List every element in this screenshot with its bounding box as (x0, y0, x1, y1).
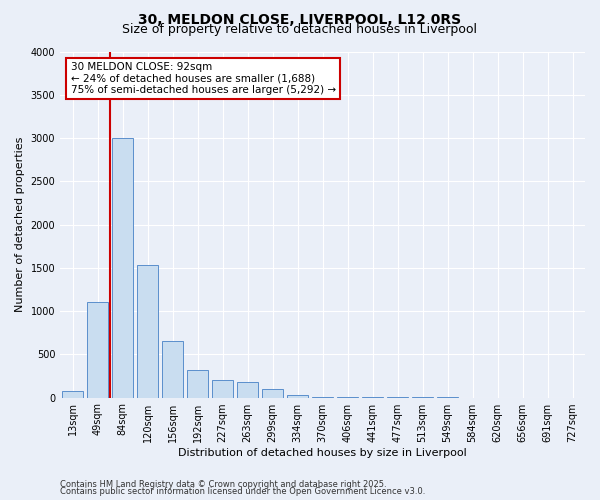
Bar (212, 380, 233, 398)
Bar (162, 342, 183, 398)
Text: Contains HM Land Registry data © Crown copyright and database right 2025.: Contains HM Land Registry data © Crown c… (60, 480, 386, 489)
Bar (237, 382, 258, 398)
Text: Contains public sector information licensed under the Open Government Licence v3: Contains public sector information licen… (60, 487, 425, 496)
Bar (312, 396, 333, 398)
Bar (112, 138, 133, 398)
Bar (287, 394, 308, 398)
Text: 30 MELDON CLOSE: 92sqm
← 24% of detached houses are smaller (1,688)
75% of semi-: 30 MELDON CLOSE: 92sqm ← 24% of detached… (71, 62, 336, 95)
Bar (62, 391, 83, 398)
Bar (262, 389, 283, 398)
Bar (187, 370, 208, 398)
Bar (137, 265, 158, 398)
Bar (87, 302, 108, 398)
X-axis label: Distribution of detached houses by size in Liverpool: Distribution of detached houses by size … (178, 448, 467, 458)
Y-axis label: Number of detached properties: Number of detached properties (15, 137, 25, 312)
Text: 30, MELDON CLOSE, LIVERPOOL, L12 0RS: 30, MELDON CLOSE, LIVERPOOL, L12 0RS (139, 12, 461, 26)
Text: Size of property relative to detached houses in Liverpool: Size of property relative to detached ho… (122, 22, 478, 36)
